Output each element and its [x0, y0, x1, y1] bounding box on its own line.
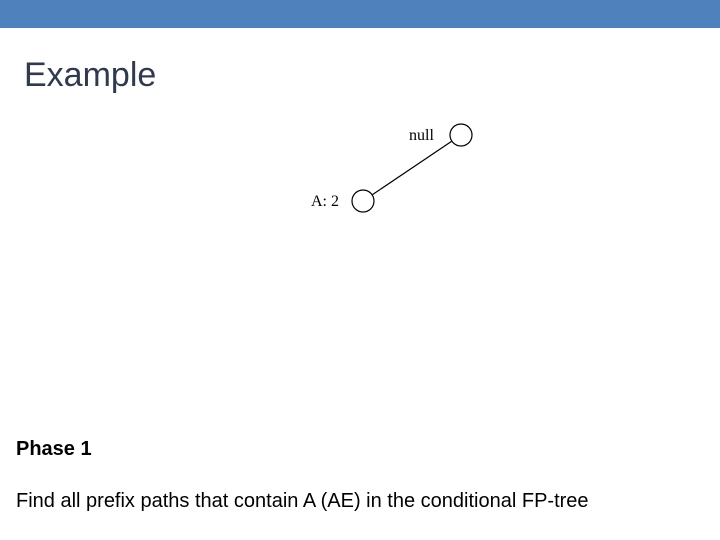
tree-node	[352, 190, 374, 212]
fp-tree-diagram: null A: 2	[0, 0, 720, 540]
tree-node-label: null	[409, 127, 434, 144]
phase-label: Phase 1	[16, 438, 92, 461]
tree-node	[450, 124, 472, 146]
instruction-text: Find all prefix paths that contain A (AE…	[16, 490, 589, 513]
tree-node-label: A: 2	[311, 193, 339, 210]
tree-edge	[372, 141, 452, 195]
